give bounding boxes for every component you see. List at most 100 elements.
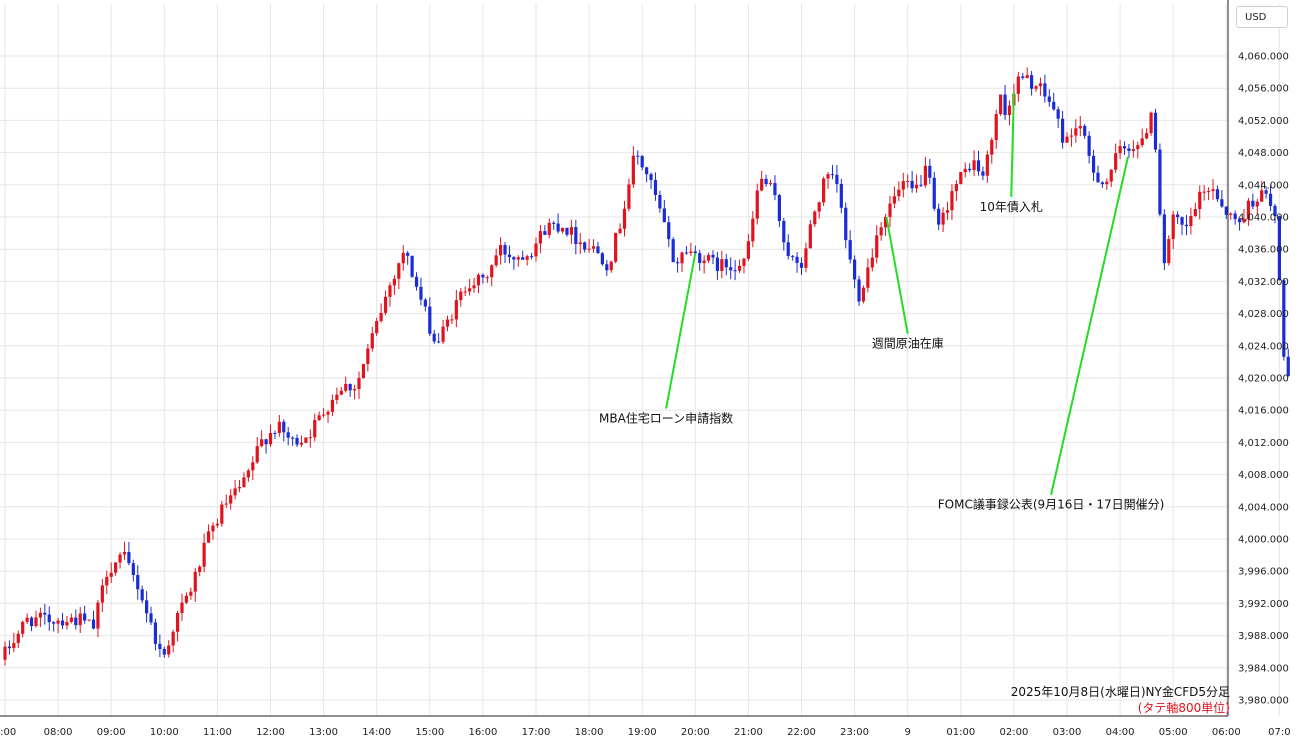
x-tick-label: 22:00: [787, 727, 816, 738]
candle-down: [552, 222, 556, 224]
y-tick-label: 4,028.000: [1238, 309, 1289, 320]
candle-up: [538, 231, 543, 244]
candle-up: [34, 617, 38, 627]
candle-up: [184, 595, 189, 603]
candle-up: [1260, 190, 1264, 202]
candle-up: [299, 442, 304, 445]
candle-down: [1003, 94, 1007, 116]
annotation-line: [1050, 156, 1130, 495]
candle-down: [1268, 193, 1273, 206]
candle-up: [468, 288, 472, 292]
candle-down: [1220, 199, 1224, 207]
candle-up: [122, 551, 127, 555]
annotation-line: [665, 253, 697, 409]
candle-up: [1065, 136, 1069, 143]
candle-down: [507, 254, 512, 258]
candle-down: [1047, 96, 1051, 102]
candle-up: [268, 432, 273, 445]
candle-up: [972, 160, 976, 171]
x-tick-label: 12:00: [256, 727, 285, 738]
candle-up: [65, 621, 69, 626]
candle-down: [410, 255, 414, 277]
candle-down: [658, 195, 662, 209]
candle-down: [1282, 280, 1286, 357]
candle-up: [1198, 191, 1202, 210]
candle-down: [136, 575, 140, 590]
candle-down: [149, 613, 153, 623]
candle-down: [1277, 216, 1281, 281]
candle-up: [1114, 153, 1118, 170]
candle-down: [711, 254, 715, 258]
x-tick-label: 20:00: [681, 727, 710, 738]
candle-down: [782, 220, 786, 243]
candle-up: [220, 504, 224, 524]
currency-selector[interactable]: USD: [1236, 6, 1288, 28]
y-tick-label: 4,052.000: [1238, 116, 1289, 127]
candle-up: [631, 155, 635, 185]
candle-up: [866, 267, 870, 288]
y-tick-label: 3,980.000: [1238, 696, 1289, 707]
candle-down: [1096, 172, 1100, 183]
candle-down: [1286, 356, 1290, 376]
candle-up: [618, 228, 622, 233]
x-tick-label: 04:00: [1106, 727, 1135, 738]
candle-up: [1069, 135, 1074, 137]
candle-down: [282, 421, 286, 433]
candle-up: [100, 585, 104, 603]
x-tick-label: 08:00: [44, 727, 73, 738]
candle-up: [1078, 126, 1082, 129]
candle-down: [698, 253, 702, 263]
candle-up: [3, 646, 7, 660]
x-tick-label: 01:00: [946, 727, 975, 738]
candle-down: [1087, 135, 1091, 156]
candle-down: [556, 223, 560, 232]
candle-up: [237, 487, 242, 489]
candle-down: [1153, 112, 1158, 150]
candle-down: [574, 227, 578, 245]
x-tick-label: 15:00: [415, 727, 444, 738]
candle-down: [1233, 213, 1237, 220]
y-tick-label: 4,000.000: [1238, 535, 1289, 546]
candle-up: [1105, 181, 1109, 185]
candle-up: [870, 257, 874, 268]
candle-up: [1211, 189, 1215, 192]
candle-down: [724, 259, 728, 268]
candle-down: [640, 156, 644, 168]
x-tick-label: 02:00: [999, 727, 1028, 738]
candle-up: [622, 208, 627, 229]
candle-up: [901, 181, 905, 190]
candle-up: [330, 399, 335, 412]
candle-up: [760, 178, 764, 191]
candle-down: [286, 432, 290, 438]
candle-down: [348, 383, 352, 391]
candle-down: [1043, 83, 1047, 97]
candle-up: [547, 222, 551, 235]
candle-down: [1176, 214, 1180, 218]
candle-down: [919, 184, 923, 186]
candle-down: [1030, 75, 1034, 89]
candle-down: [432, 333, 436, 342]
candle-up: [198, 566, 202, 572]
candle-up: [206, 531, 211, 543]
candle-down: [928, 165, 932, 178]
candle-up: [357, 377, 361, 390]
candle-up: [755, 190, 759, 219]
y-tick-label: 4,008.000: [1238, 470, 1289, 481]
candle-down: [848, 240, 852, 260]
candle-down: [131, 563, 135, 576]
candle-up: [352, 389, 357, 391]
y-tick-label: 3,996.000: [1238, 567, 1289, 578]
candle-up: [1242, 219, 1246, 223]
candle-up: [1189, 215, 1193, 227]
candle-up: [813, 211, 817, 225]
x-tick-label: 17:00: [522, 727, 551, 738]
candle-up: [38, 612, 42, 618]
candle-up: [560, 227, 565, 232]
candle-up: [1246, 200, 1251, 220]
candle-up: [742, 258, 746, 266]
candle-up: [941, 212, 945, 225]
x-tick-label: 19:00: [628, 727, 657, 738]
candle-up: [525, 256, 529, 260]
x-tick-label: 14:00: [362, 727, 391, 738]
